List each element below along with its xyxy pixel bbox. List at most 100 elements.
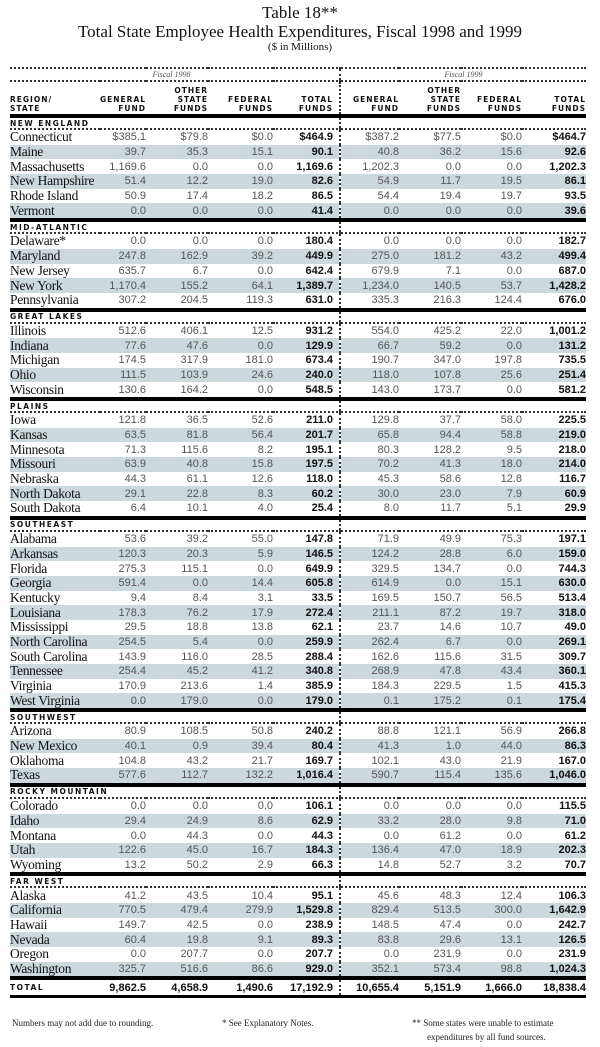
general-fund-1998: 39.7 xyxy=(100,144,146,160)
federal-funds-1999: 1.5 xyxy=(506,680,522,693)
other-state-funds-1998: 76.2 xyxy=(146,605,208,620)
other-state-funds-1999: 229.5 xyxy=(433,680,461,693)
table-row: Maine 39.7 35.3 15.1 90.1 40.8 36.2 15.6 92.6 xyxy=(10,144,586,160)
other-state-funds-1999: 7.1 xyxy=(445,264,461,277)
fiscal-1999-label: Fiscal 1999 xyxy=(339,67,586,82)
other-state-funds-1999: 0.0 xyxy=(445,800,461,813)
table-row: Alabama 53.6 39.2 55.0 147.8 71.9 49.9 75.3 197.… xyxy=(10,530,586,547)
header-text: FUNDS xyxy=(298,104,333,113)
total-total-funds-1998: 17,192.9 xyxy=(273,976,340,999)
total-funds-1998: 129.9 xyxy=(273,338,340,353)
general-fund-1998: 512.6 xyxy=(118,324,146,337)
other-state-funds-1998: 8.4 xyxy=(192,591,208,604)
table-row: New Mexico 40.1 0.9 39.4 80.4 41.3 1.0 44.0 86.3 xyxy=(10,738,586,754)
general-fund-1998: 577.6 xyxy=(100,768,146,785)
table-row: Wyoming 13.2 50.2 2.9 66.3 14.8 52.7 3.2 70.7 xyxy=(10,857,586,875)
other-state-funds-1998: 43.2 xyxy=(186,754,208,767)
general-fund-1999: 0.0 xyxy=(339,203,399,221)
general-fund-1999: 169.5 xyxy=(339,590,399,606)
total-funds-1999: 318.0 xyxy=(522,605,586,620)
total-funds-1998: 1,016.4 xyxy=(273,768,340,785)
federal-funds-1998: 132.2 xyxy=(208,768,273,785)
general-fund-1999: 554.0 xyxy=(339,322,399,339)
state-name: Montana xyxy=(10,828,56,843)
state-name: Mississippi xyxy=(10,619,69,635)
general-fund-1998: 111.5 xyxy=(100,367,146,383)
total-funds-1998: 259.9 xyxy=(273,634,340,650)
state-name: North Carolina xyxy=(10,634,100,650)
region-header: PLAINS xyxy=(10,397,586,413)
table-row: Idaho 29.4 24.9 8.6 62.9 33.2 28.0 9.8 71.0 xyxy=(10,813,586,829)
other-state-funds-1998: 0.0 xyxy=(192,160,208,173)
federal-funds-1999: 0.0 xyxy=(461,338,522,353)
total-funds-1999: 676.0 xyxy=(558,294,586,307)
state-name: Illinois xyxy=(10,322,46,338)
total-funds-1998: 272.4 xyxy=(273,605,340,620)
total-general-fund-1998: 9,862.5 xyxy=(100,976,146,999)
total-funds-1998: 211.0 xyxy=(306,414,333,427)
state-name: Alabama xyxy=(10,531,57,547)
general-fund-1999: 41.3 xyxy=(339,738,399,754)
header-total-1998: TOTAL FUNDS xyxy=(273,81,340,118)
region-spacer xyxy=(339,872,586,889)
total-funds-1999: 86.1 xyxy=(522,174,586,189)
general-fund-1999: 45.6 xyxy=(339,887,399,903)
state-name: Florida xyxy=(10,561,47,576)
federal-funds-1998: 0.0 xyxy=(257,800,273,813)
total-funds-1999: 581.2 xyxy=(558,383,586,396)
state-name: Texas xyxy=(10,768,100,785)
state-name: Iowa xyxy=(10,412,36,428)
general-fund-1999: 30.0 xyxy=(339,486,399,502)
general-fund-1998: 44.3 xyxy=(124,473,146,486)
total-funds-1998: 179.0 xyxy=(273,693,340,711)
general-fund-1999: 136.4 xyxy=(339,842,399,858)
other-state-funds-1998: 50.2 xyxy=(186,858,208,871)
other-state-funds-1999: 59.2 xyxy=(399,338,461,353)
other-state-funds-1998: 40.8 xyxy=(146,457,208,472)
general-fund-1999: 614.9 xyxy=(339,575,399,591)
total-funds-1999: 1,202.3 xyxy=(549,160,586,173)
federal-funds-1998: 16.7 xyxy=(208,842,273,858)
other-state-funds-1998: 162.9 xyxy=(146,248,208,264)
federal-funds-1998: 0.0 xyxy=(208,338,273,353)
federal-funds-1999: 9.8 xyxy=(461,813,522,829)
total-funds-1999: 1,642.9 xyxy=(522,902,586,918)
federal-funds-1998: 12.5 xyxy=(251,324,273,337)
total-funds-1999: 214.0 xyxy=(522,457,586,472)
region-name: SOUTHWEST xyxy=(10,708,340,725)
other-state-funds-1999: 175.2 xyxy=(399,693,461,711)
general-fund-1998: 1,169.6 xyxy=(109,160,146,173)
federal-funds-1998: 1.4 xyxy=(257,680,273,693)
federal-funds-1999: 0.0 xyxy=(461,203,522,221)
federal-funds-1999: 0.0 xyxy=(506,948,522,961)
total-funds-1999: 61.2 xyxy=(564,829,586,842)
table-row: Missouri 63.9 40.8 15.8 197.5 70.2 41.3 18.0 214… xyxy=(10,457,586,472)
state-name: Nebraska xyxy=(10,471,59,487)
general-fund-1998: 254.4 xyxy=(100,664,146,679)
total-funds-1999: 513.4 xyxy=(558,591,586,604)
federal-funds-1999: 10.7 xyxy=(500,621,522,634)
federal-funds-1999: 0.0 xyxy=(461,634,522,650)
federal-funds-1999: 9.5 xyxy=(506,443,522,456)
table-row: Indiana 77.6 47.6 0.0 129.9 66.7 59.2 0.0 131.2 xyxy=(10,338,586,353)
total-funds-1999: 1,001.2 xyxy=(549,324,586,337)
general-fund-1998: 275.3 xyxy=(118,562,146,575)
federal-funds-1998: 10.4 xyxy=(251,889,273,902)
total-funds-1998: 62.9 xyxy=(273,813,340,829)
state-name: Colorado xyxy=(10,798,58,814)
header-text: TOTAL xyxy=(554,95,586,104)
federal-funds-1999: 0.0 xyxy=(506,235,522,248)
general-fund-1999: 83.8 xyxy=(339,932,399,947)
total-funds-1999: $464.7 xyxy=(552,131,586,144)
federal-funds-1998: 15.1 xyxy=(208,144,273,160)
federal-funds-1999: 15.1 xyxy=(461,575,522,591)
total-funds-1998: 449.9 xyxy=(273,248,340,264)
state-name: Michigan xyxy=(10,352,60,368)
general-fund-1998: 0.0 xyxy=(130,829,146,842)
general-fund-1998: 0.0 xyxy=(130,800,146,813)
total-funds-1998: 86.5 xyxy=(311,190,333,203)
general-fund-1999: 148.5 xyxy=(339,917,399,933)
state-name: Oregon xyxy=(10,947,49,962)
other-state-funds-1998: $79.8 xyxy=(180,131,208,144)
state-name: Missouri xyxy=(10,457,100,472)
